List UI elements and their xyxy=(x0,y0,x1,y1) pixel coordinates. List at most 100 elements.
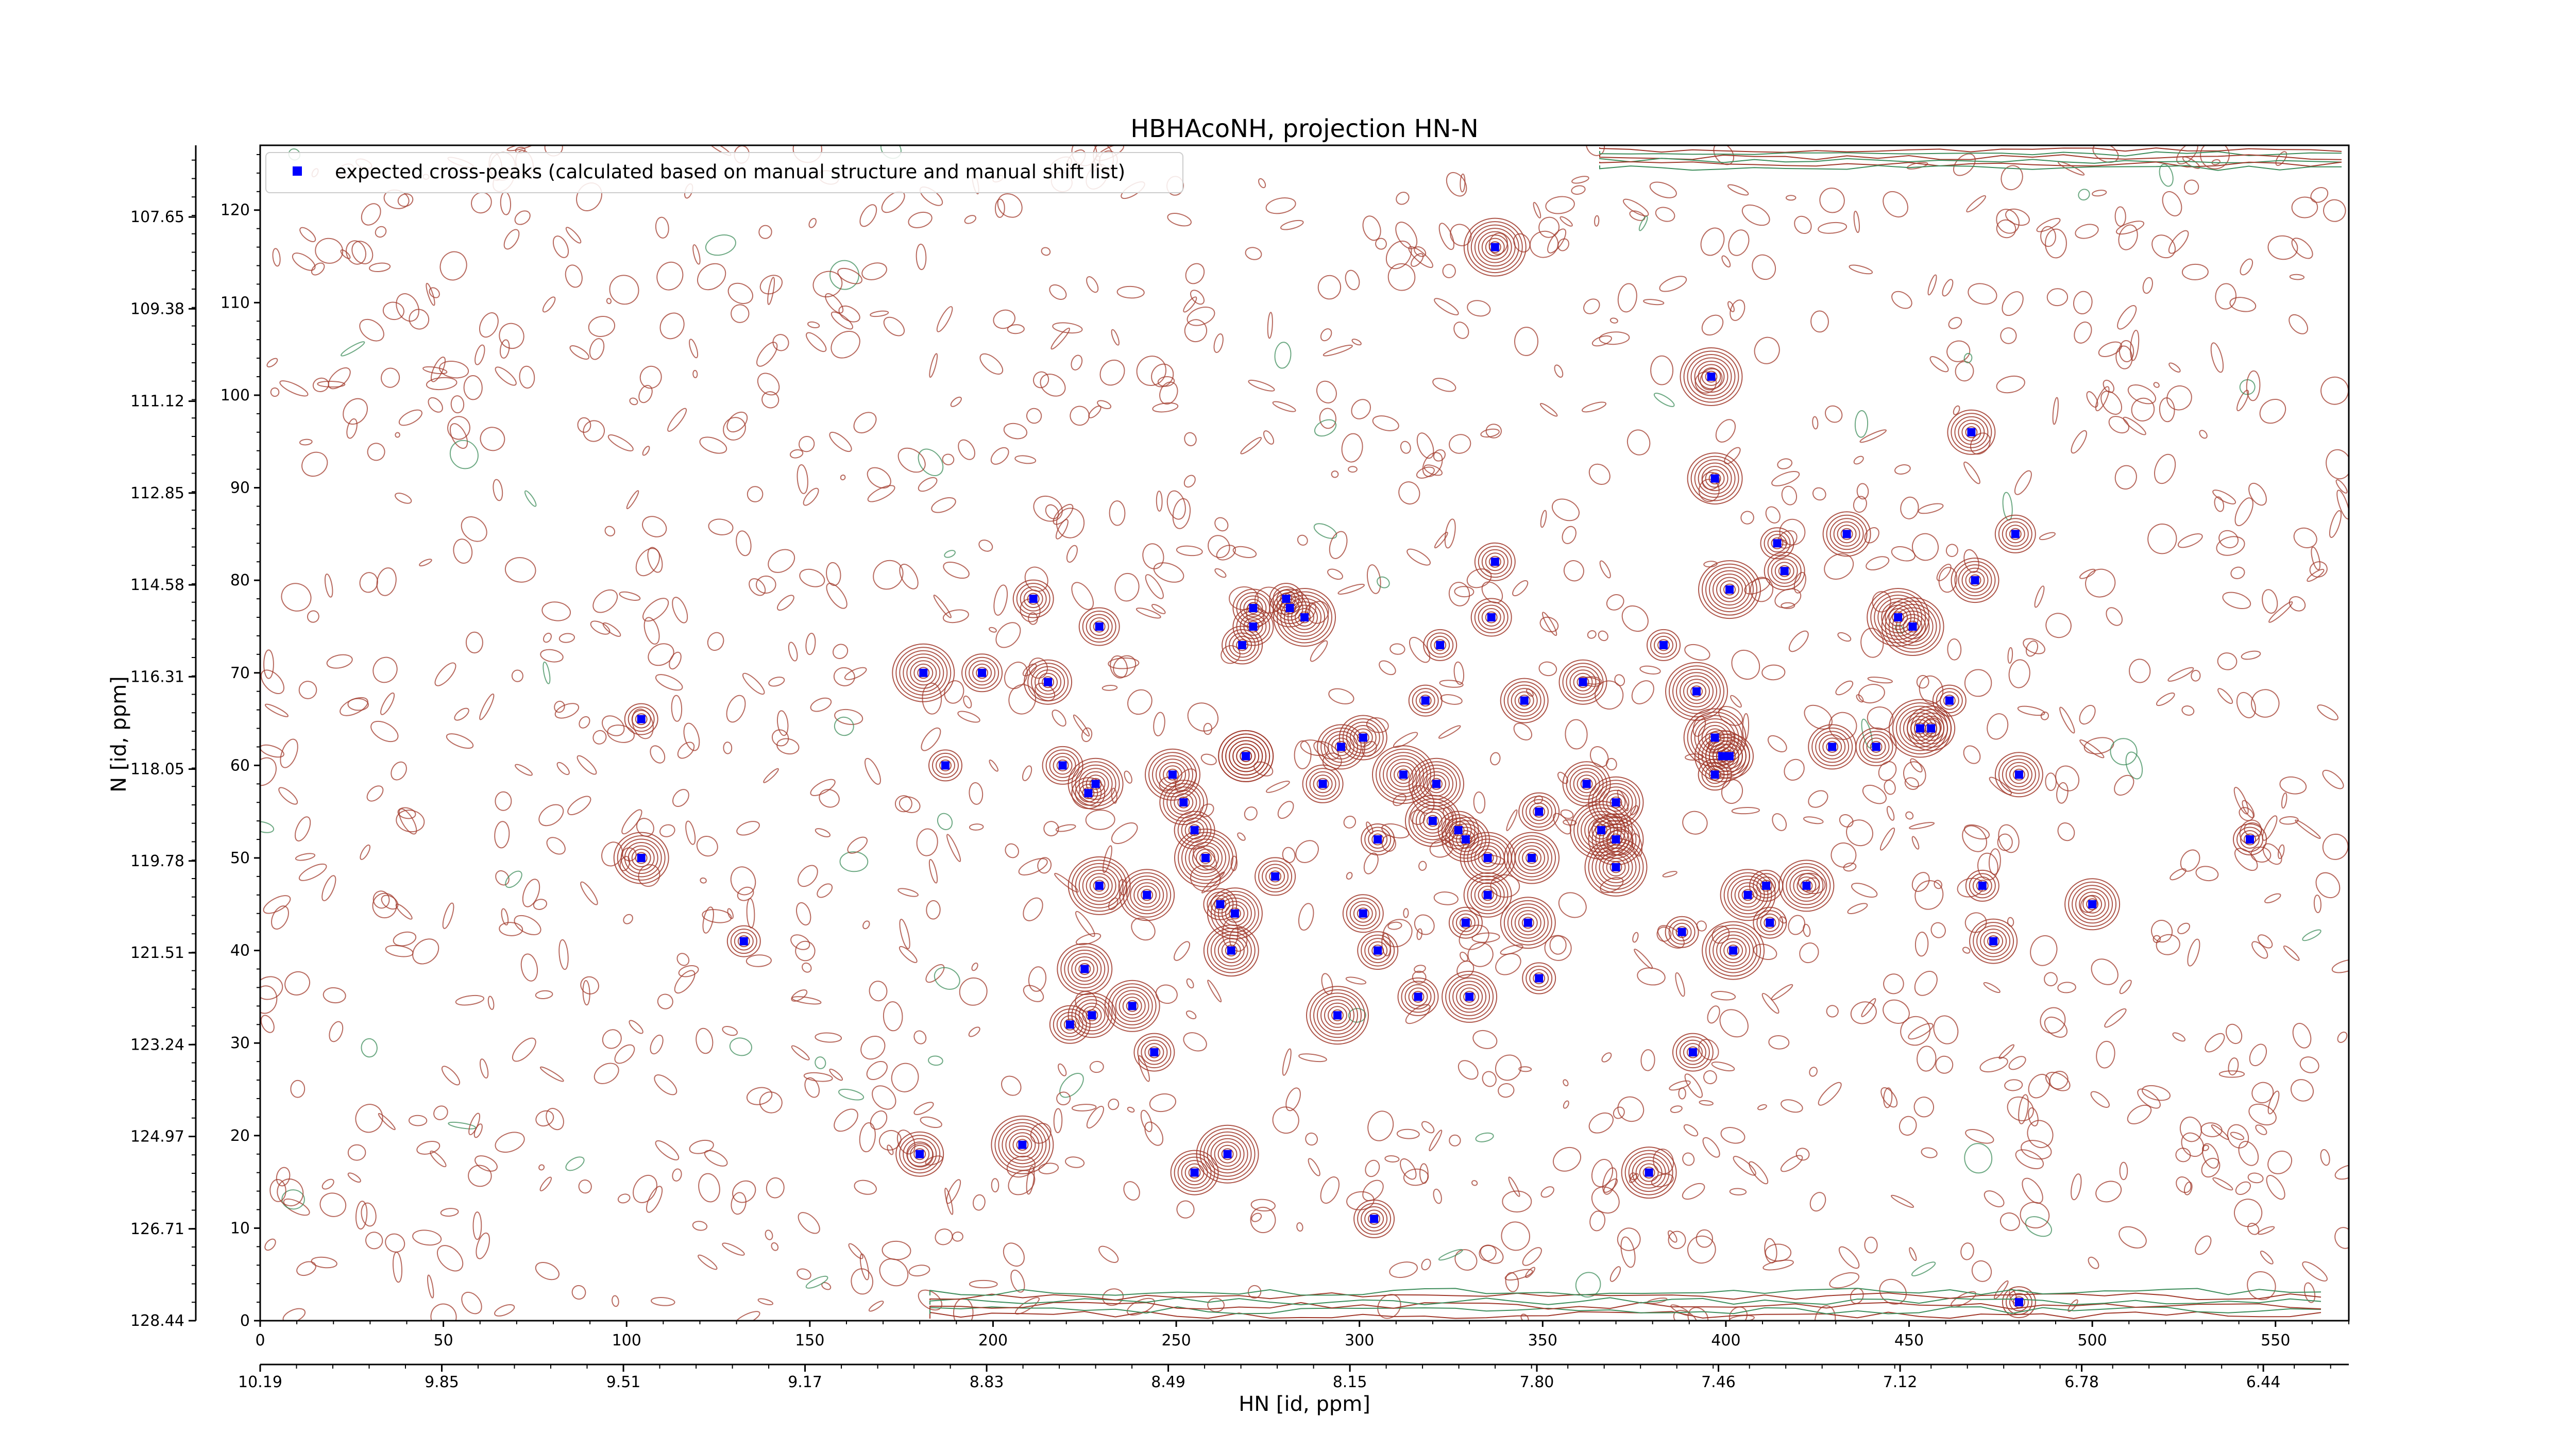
noise-contour xyxy=(538,804,564,827)
peak-contour xyxy=(1675,926,1688,938)
peak-contour xyxy=(1108,983,1157,1029)
noise-contour xyxy=(1947,638,1962,661)
peak-contour xyxy=(2082,895,2103,914)
peak-contour xyxy=(1126,875,1168,915)
peak-contour xyxy=(1680,675,1714,707)
noise-contour xyxy=(1631,680,1654,704)
peak-contour xyxy=(1012,1135,1032,1154)
peak-contour xyxy=(726,925,761,957)
noise-contour xyxy=(790,934,810,950)
noise-contour xyxy=(2167,667,2194,682)
noise-contour xyxy=(1979,1056,2008,1073)
peak-contour xyxy=(1310,989,1365,1041)
noise-contour xyxy=(1727,301,1735,312)
noise-contour xyxy=(2229,297,2257,312)
noise-contour xyxy=(805,632,816,655)
peak-contour xyxy=(1694,361,1728,393)
noise-contour xyxy=(1699,1100,1714,1106)
y-ppm-tick-label: 123.24 xyxy=(130,1036,184,1054)
noise-contour xyxy=(277,1178,304,1207)
cross-peak-marker xyxy=(1612,798,1620,807)
peak-contour xyxy=(1448,906,1483,939)
noise-contour xyxy=(837,267,862,284)
peak-contour xyxy=(620,838,662,878)
peak-contour xyxy=(1020,586,1047,612)
cross-peak-marker xyxy=(1725,585,1734,594)
peak-contour xyxy=(635,852,648,864)
noise-contour xyxy=(1071,355,1083,370)
noise-contour xyxy=(672,1168,682,1182)
noise-contour xyxy=(878,1130,902,1151)
noise-contour xyxy=(604,526,616,536)
peak-contour xyxy=(969,660,996,686)
noise-contour xyxy=(883,1001,903,1032)
noise-contour xyxy=(514,915,541,935)
noise-contour xyxy=(1108,1098,1120,1110)
noise-contour xyxy=(672,597,688,624)
noise-contour xyxy=(1184,432,1197,446)
noise-contour xyxy=(2211,1124,2229,1140)
peak-contour xyxy=(1958,564,1992,597)
peak-contour xyxy=(2012,768,2025,781)
peak-contour xyxy=(1078,1002,1106,1028)
noise-contour xyxy=(1408,246,1433,268)
cross-peak-marker xyxy=(1582,780,1591,788)
noise-contour xyxy=(2201,1157,2221,1178)
peak-contour xyxy=(1361,823,1395,855)
noise-contour xyxy=(1696,920,1707,932)
noise-contour xyxy=(934,967,960,990)
peak-contour xyxy=(1063,1018,1076,1031)
noise-contour xyxy=(1237,832,1246,841)
peak-contour xyxy=(1280,595,1329,640)
peak-contour xyxy=(1277,591,1332,644)
noise-contour xyxy=(1710,991,1736,1001)
peak-contour xyxy=(1284,598,1325,637)
peak-contour xyxy=(1320,727,1362,766)
noise-contour xyxy=(2234,1199,2263,1227)
peak-contour xyxy=(1397,977,1439,1016)
peak-contour xyxy=(1133,882,1161,908)
noise-contour xyxy=(495,791,512,811)
peak-contour xyxy=(1470,224,1519,270)
peak-contour xyxy=(1331,1009,1344,1021)
noise-contour xyxy=(1953,405,1960,415)
peak-contour xyxy=(1412,688,1439,714)
peak-contour xyxy=(1713,931,1754,970)
y-ppm-tick-label: 126.71 xyxy=(130,1220,184,1238)
peak-contour xyxy=(631,710,651,729)
noise-contour xyxy=(1589,1210,1606,1232)
peak-contour xyxy=(1705,370,1718,383)
noise-contour xyxy=(655,216,669,239)
cross-peak-marker xyxy=(1168,770,1177,779)
noise-contour xyxy=(1272,401,1296,412)
noise-contour xyxy=(994,198,1005,218)
noise-contour xyxy=(499,922,523,936)
noise-contour xyxy=(1589,746,1609,768)
noise-contour xyxy=(1853,496,1867,513)
noise-contour xyxy=(1366,564,1381,594)
cross-peak-marker xyxy=(1143,890,1151,899)
noise-contour xyxy=(918,448,944,476)
noise-contour xyxy=(1588,463,1611,485)
noise-contour xyxy=(1434,298,1459,315)
noise-contour xyxy=(378,1113,396,1131)
y-ppm-tick-label: 111.12 xyxy=(130,393,184,411)
peak-contour xyxy=(2009,1293,2029,1312)
noise-contour xyxy=(935,1228,953,1245)
edge-contour xyxy=(1599,165,2342,171)
noise-contour xyxy=(359,318,384,342)
cross-peak-marker xyxy=(1927,724,1936,733)
y-index-tick-label: 10 xyxy=(230,1219,250,1237)
noise-contour xyxy=(1929,356,1949,373)
peak-contour xyxy=(1459,917,1472,929)
peak-contour xyxy=(1522,796,1556,828)
noise-contour xyxy=(2156,692,2175,706)
noise-contour xyxy=(476,1232,490,1259)
noise-contour xyxy=(1678,1087,1686,1100)
peak-contour xyxy=(1595,783,1637,822)
noise-contour xyxy=(1883,973,1904,995)
peak-contour xyxy=(1507,684,1541,717)
peak-contour xyxy=(1427,632,1454,658)
noise-contour xyxy=(1545,196,1575,214)
peak-contour xyxy=(1566,666,1600,698)
